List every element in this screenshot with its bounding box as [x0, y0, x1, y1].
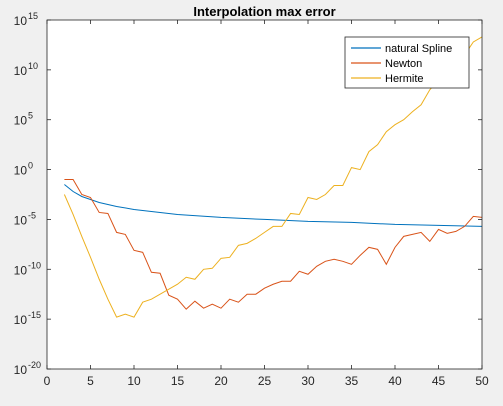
x-tick-label: 5 — [87, 374, 94, 388]
legend: natural Spline Newton Hermite — [344, 36, 470, 89]
y-tick-label: 10 15 — [14, 11, 38, 28]
legend-label: Hermite — [385, 73, 424, 85]
y-tick-exponent: -5 — [28, 210, 36, 220]
y-tick-label: 10 -15 — [14, 310, 41, 327]
y-tick-exponent: -10 — [28, 260, 41, 270]
series-layer — [63, 36, 483, 318]
x-axis: 0 5 10 15 20 25 30 35 40 45 50 — [44, 20, 489, 388]
x-tick-label: 15 — [171, 374, 185, 388]
y-tick-label: 10 10 — [14, 61, 38, 78]
x-tick-label: 40 — [388, 374, 402, 388]
y-tick-base: 10 — [14, 164, 28, 178]
y-tick-label: 10 -10 — [14, 260, 41, 277]
y-tick-label: 10 -5 — [14, 210, 36, 227]
y-tick-base: 10 — [14, 114, 28, 128]
y-tick-label: 10 5 — [14, 111, 33, 128]
y-tick-base: 10 — [14, 213, 28, 227]
x-tick-label: 50 — [475, 374, 489, 388]
x-tick-label: 45 — [432, 374, 446, 388]
y-tick-base: 10 — [14, 313, 28, 327]
y-tick-base: 10 — [14, 263, 28, 277]
x-tick-label: 25 — [258, 374, 272, 388]
series-line-natural-spline — [64, 184, 483, 227]
y-tick-exponent: 5 — [28, 111, 33, 121]
x-tick-label: 20 — [214, 374, 228, 388]
series-line-hermite — [63, 36, 483, 318]
y-tick-exponent: -20 — [28, 360, 41, 370]
chart-title: Interpolation max error — [193, 4, 335, 19]
y-tick-exponent: 15 — [28, 11, 38, 21]
y-tick-base: 10 — [14, 14, 28, 28]
y-tick-base: 10 — [14, 363, 28, 377]
y-tick-exponent: 10 — [28, 61, 38, 71]
legend-label: Newton — [385, 58, 422, 70]
legend-label: natural Spline — [385, 43, 452, 55]
y-tick-label: 10 0 — [14, 161, 33, 178]
x-tick-label: 10 — [127, 374, 141, 388]
y-tick-exponent: -15 — [28, 310, 41, 320]
series-line-newton — [64, 179, 483, 310]
y-tick-base: 10 — [14, 64, 28, 78]
x-tick-label: 35 — [345, 374, 359, 388]
x-tick-label: 0 — [44, 374, 51, 388]
x-tick-label: 30 — [301, 374, 315, 388]
y-tick-exponent: 0 — [28, 161, 33, 171]
y-tick-label: 10 -20 — [14, 360, 41, 377]
